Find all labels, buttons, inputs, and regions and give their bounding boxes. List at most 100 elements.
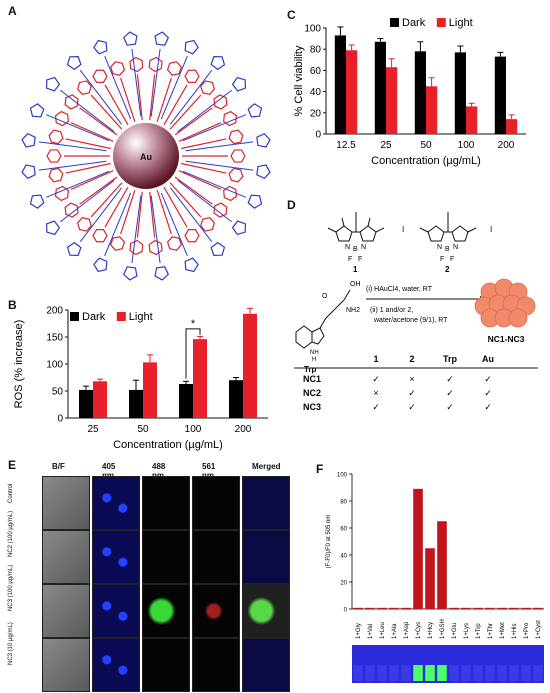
ligand-bond	[120, 77, 136, 122]
trp-ligand	[93, 257, 108, 273]
microscopy-image	[42, 638, 90, 692]
bar-light	[386, 67, 398, 134]
legend-swatch-dark	[70, 312, 79, 321]
bodipy-ligand	[64, 202, 79, 218]
table-cell: ✓	[408, 388, 416, 398]
compound-2-label: 2	[445, 265, 450, 274]
trp-nh: NH	[310, 350, 319, 356]
bodipy-2-n-right: N	[453, 244, 458, 251]
ligand-bond	[65, 162, 111, 174]
trp-bond	[150, 48, 161, 117]
table-cell: ✓	[372, 374, 380, 384]
bodipy-ligand	[223, 185, 238, 202]
x-tick-label: 200	[498, 140, 515, 151]
ligand-bond	[156, 77, 172, 122]
bar	[449, 607, 459, 609]
bodipy-2-b: B	[445, 246, 450, 253]
bar-dark	[79, 389, 93, 418]
trp-ligand	[122, 266, 138, 281]
trp-bond	[46, 170, 110, 198]
microscopy-row-label: NC3 (100 µg/mL)	[8, 564, 14, 611]
reaction-step-3: water/acetone (9/1), RT	[373, 317, 448, 324]
trp-ligand	[231, 76, 246, 92]
vial	[365, 665, 375, 681]
table-header: 1	[373, 354, 378, 364]
bodipy-1-structure	[327, 212, 385, 242]
microscopy-image	[142, 638, 190, 692]
synthesis-scheme: N B N F F 1 I I N B N F F 2 OH O NH2 NH …	[294, 212, 538, 412]
bar-light	[506, 119, 518, 134]
vial	[509, 665, 519, 681]
bodipy-ligand	[76, 80, 92, 95]
y-tick-label: 50	[52, 387, 64, 398]
reaction-step-1: (i) HAuCl4, water, RT	[366, 286, 433, 293]
trp-ligand	[154, 31, 170, 46]
ligand-bond	[181, 162, 227, 174]
x-tick-label: 1+Hcy	[428, 622, 434, 639]
microscopy-column-label: Merged	[252, 462, 281, 471]
bar-dark	[414, 51, 426, 134]
microscopy-image	[142, 530, 190, 584]
trp-bond	[185, 160, 254, 171]
bar-light	[193, 339, 207, 418]
trp-ligand	[154, 266, 170, 281]
ligand-bond	[70, 170, 114, 190]
bodipy-ligand	[184, 69, 200, 83]
bodipy-ligand	[64, 94, 79, 110]
bar-light	[346, 50, 358, 135]
vial	[485, 665, 495, 681]
bodipy-ligand	[213, 202, 228, 218]
y-tick-label: 60	[340, 527, 347, 533]
bar	[437, 521, 447, 609]
bar-dark	[229, 380, 243, 418]
bodipy-2-n-left: N	[437, 244, 442, 251]
panel-f-letter: F	[316, 462, 324, 476]
y-axis-title: % Cell viability	[293, 45, 305, 116]
bar-light	[426, 86, 438, 134]
bar	[365, 607, 375, 609]
microscopy-row-label: Control	[8, 483, 14, 503]
ligand-shell	[21, 31, 271, 281]
trp-ligand	[256, 132, 271, 148]
trp-ligand	[29, 194, 45, 209]
microscopy-image	[92, 584, 140, 638]
trp-bond	[169, 70, 213, 125]
vial	[473, 665, 483, 681]
trp-bond	[79, 187, 123, 242]
bodipy-1-b: B	[353, 246, 358, 253]
trp-bond	[182, 114, 246, 142]
cell-viability-chart: 0 20 40 60 80 100 12.5 25 50 100 200 Concentration …	[293, 17, 526, 167]
bar	[389, 607, 399, 609]
microscopy-image	[142, 584, 190, 638]
ligand-bond	[178, 170, 222, 190]
bodipy-ligand	[230, 149, 246, 163]
nanocluster-illustration: Au	[21, 31, 271, 281]
y-tick-label: 200	[46, 306, 63, 317]
bodipy-ligand	[76, 217, 92, 232]
vial	[389, 665, 399, 681]
vial	[377, 665, 387, 681]
bodipy-ligand	[184, 229, 200, 243]
x-tick-label: 1+Glu	[452, 623, 458, 639]
x-tick-label: 1+Leu	[380, 622, 386, 639]
trp-o: O	[322, 293, 328, 300]
x-tick-label: 1+Cys	[416, 622, 422, 639]
trp-bond	[104, 56, 132, 120]
bodipy-ligand	[48, 167, 64, 183]
bodipy-ligand	[110, 236, 126, 251]
legend-swatch-dark	[390, 18, 399, 27]
ligand-bond	[181, 138, 227, 150]
microscopy-column-label: 561 nm	[202, 462, 216, 480]
microscopy-image	[192, 584, 240, 638]
x-tick-label: 1+Ala	[392, 623, 398, 639]
microscopy-image	[92, 638, 140, 692]
x-tick-label: 1+Val	[368, 624, 374, 639]
ligand-bond	[149, 191, 156, 238]
vial	[449, 665, 459, 681]
trp-bond	[104, 192, 132, 256]
bar	[353, 607, 363, 609]
y-tick-label: 150	[46, 333, 63, 344]
x-tick-label: 1+Gly	[356, 623, 362, 639]
ligand-bond	[90, 94, 123, 130]
ligand-bond	[79, 176, 118, 205]
